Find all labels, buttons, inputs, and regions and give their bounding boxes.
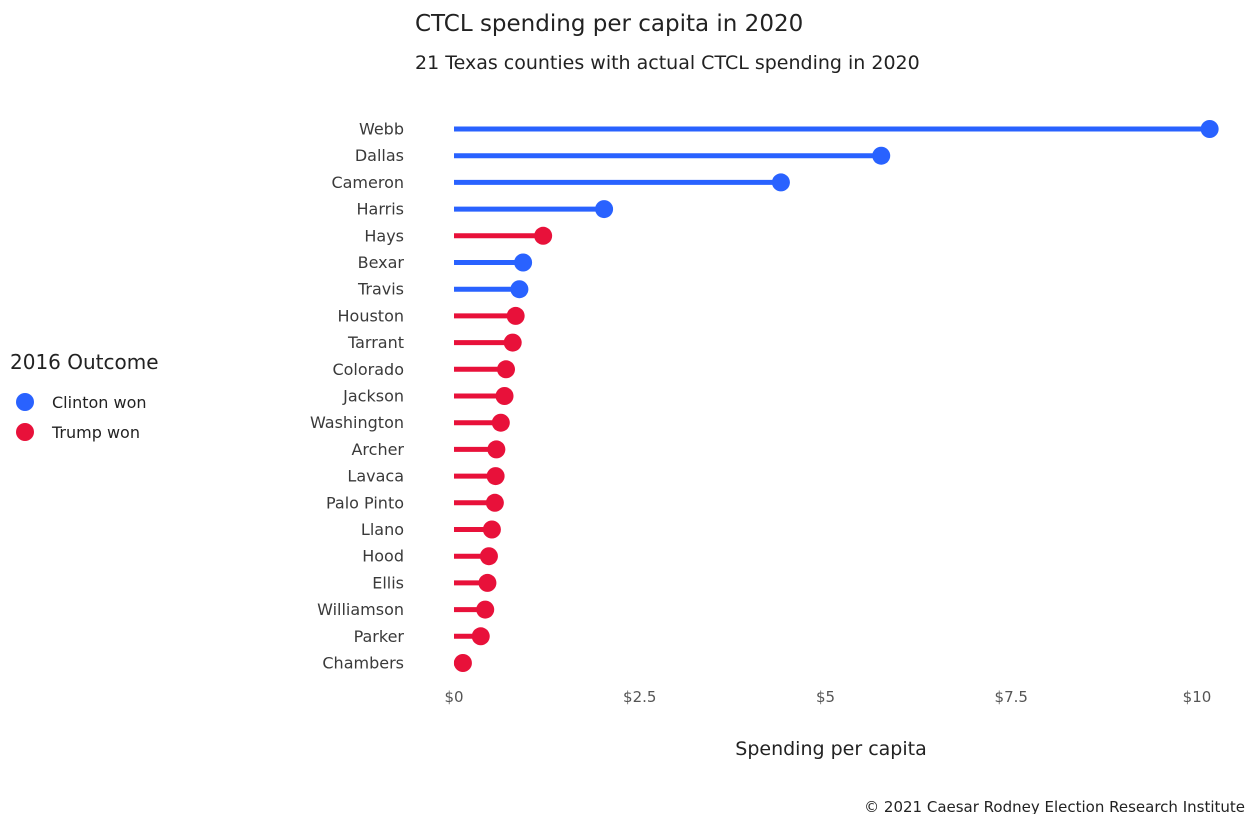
- category-label-llano: Llano: [361, 520, 404, 539]
- chart-marks: Webb Dallas Cameron Harris Hays Bexar Travis Ho…: [310, 120, 1219, 673]
- dot-archer: [487, 440, 506, 459]
- x-tick-label: $10: [1183, 688, 1212, 706]
- legend: 2016 Outcome Clinton won Trump won: [10, 350, 159, 442]
- chart-subtitle: 21 Texas counties with actual CTCL spend…: [415, 52, 920, 74]
- dot-ellis: [478, 573, 497, 592]
- x-axis-title: Spending per capita: [735, 738, 926, 760]
- dot-bexar: [514, 253, 533, 272]
- category-label-webb: Webb: [359, 120, 404, 139]
- category-label-lavaca: Lavaca: [347, 467, 404, 486]
- dot-hood: [479, 547, 498, 566]
- category-label-palo-pinto: Palo Pinto: [326, 493, 404, 512]
- dot-parker: [471, 627, 490, 646]
- dot-cameron: [771, 173, 790, 192]
- dot-palo-pinto: [485, 493, 504, 512]
- category-label-hood: Hood: [362, 547, 404, 566]
- category-label-houston: Houston: [338, 306, 405, 325]
- dot-dallas: [872, 146, 891, 165]
- dot-travis: [510, 280, 529, 299]
- category-label-williamson: Williamson: [317, 600, 404, 619]
- legend-swatch-trump: [16, 423, 34, 441]
- category-label-chambers: Chambers: [322, 654, 404, 673]
- dot-jackson: [495, 387, 514, 405]
- x-tick-label: $2.5: [623, 688, 656, 706]
- chart-title: CTCL spending per capita in 2020: [415, 11, 803, 37]
- category-label-dallas: Dallas: [355, 146, 404, 165]
- category-label-travis: Travis: [357, 280, 404, 299]
- x-tick-label: $0: [444, 688, 463, 706]
- dot-lavaca: [486, 467, 505, 486]
- category-label-ellis: Ellis: [372, 573, 404, 592]
- category-label-tarrant: Tarrant: [347, 333, 404, 352]
- category-label-archer: Archer: [351, 440, 404, 459]
- category-label-hays: Hays: [364, 226, 404, 245]
- dot-webb: [1200, 120, 1219, 138]
- dot-llano: [482, 520, 501, 539]
- dot-colorado: [497, 360, 516, 379]
- category-label-cameron: Cameron: [331, 173, 404, 192]
- x-tick-label: $7.5: [995, 688, 1028, 706]
- legend-title: 2016 Outcome: [10, 350, 159, 374]
- dot-harris: [595, 200, 614, 219]
- category-label-washington: Washington: [310, 413, 404, 432]
- x-tick-label: $5: [816, 688, 835, 706]
- x-axis-ticks: $0 $2.5 $5 $7.5 $10: [444, 688, 1211, 706]
- category-label-parker: Parker: [354, 627, 405, 646]
- category-label-harris: Harris: [357, 200, 405, 219]
- category-label-bexar: Bexar: [358, 253, 405, 272]
- dot-williamson: [476, 600, 495, 619]
- category-label-jackson: Jackson: [342, 387, 404, 406]
- dot-hays: [534, 226, 553, 245]
- dot-houston: [506, 306, 525, 325]
- copyright-credit: © 2021 Caesar Rodney Election Research I…: [864, 798, 1245, 814]
- dot-washington: [491, 413, 510, 432]
- legend-swatch-clinton: [16, 393, 34, 411]
- dot-chambers: [453, 654, 472, 672]
- dot-tarrant: [503, 333, 522, 352]
- category-label-colorado: Colorado: [332, 360, 404, 379]
- legend-label-clinton: Clinton won: [52, 393, 147, 412]
- legend-label-trump: Trump won: [51, 423, 140, 442]
